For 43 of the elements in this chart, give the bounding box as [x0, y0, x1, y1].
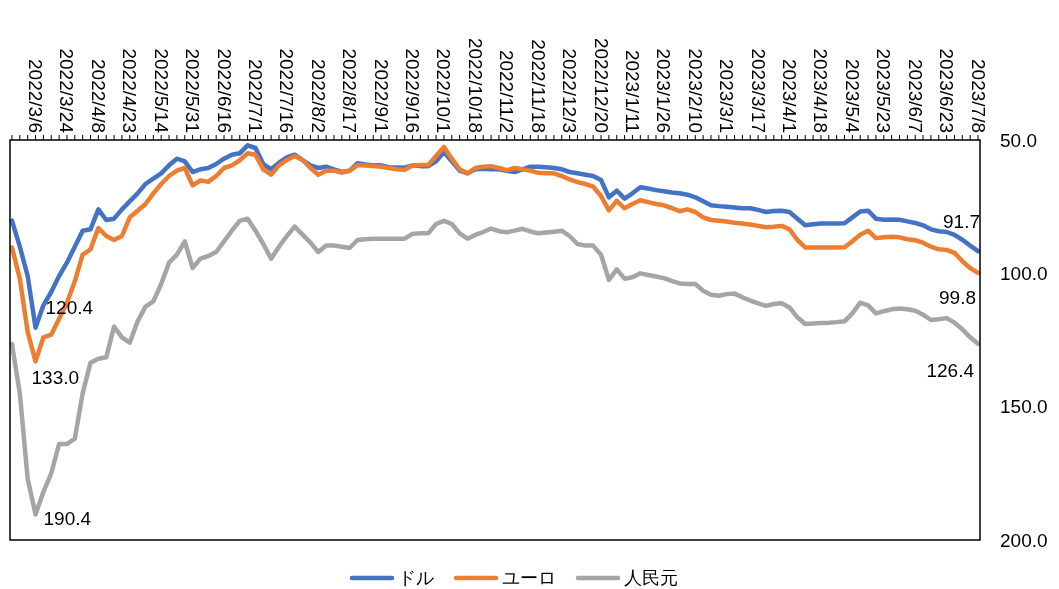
x-tick-label: 2022/3/6 — [25, 59, 47, 133]
x-tick-label: 2023/2/10 — [684, 48, 706, 133]
x-tick-label: 2022/5/14 — [150, 48, 172, 134]
x-tick-label: 2022/10/18 — [464, 37, 486, 133]
x-tick-label: 2023/7/8 — [967, 59, 989, 133]
x-tick-label: 2022/6/16 — [213, 48, 235, 133]
x-tick-label: 2023/4/1 — [779, 59, 801, 133]
x-tick-label: 2022/9/1 — [370, 59, 392, 133]
x-tick-label: 2023/5/23 — [873, 48, 895, 133]
legend-label: ドル — [398, 568, 434, 588]
y-tick-label: 50.0 — [1000, 129, 1037, 151]
annotation: 190.4 — [43, 507, 92, 529]
y-tick-label: 100.0 — [1000, 262, 1048, 284]
x-tick-label: 2022/9/16 — [402, 48, 424, 133]
x-tick-label: 2023/3/1 — [716, 59, 738, 133]
x-tick-label: 2022/12/20 — [590, 37, 612, 133]
annotation: 91.7 — [943, 210, 981, 232]
annotation: 99.8 — [939, 287, 977, 309]
x-tick-label: 2022/10/1 — [433, 48, 455, 133]
x-tick-label: 2023/3/17 — [747, 48, 769, 133]
x-tick-label: 2022/7/16 — [276, 48, 298, 133]
x-tick-label: 2022/8/2 — [307, 59, 329, 133]
legend-label: ユーロ — [502, 568, 556, 588]
x-tick-label: 2023/6/7 — [904, 59, 926, 133]
x-tick-label: 2023/1/26 — [653, 48, 675, 133]
legend-label: 人民元 — [624, 568, 678, 588]
x-tick-label: 2022/7/1 — [244, 59, 266, 133]
x-tick-label: 2023/4/18 — [810, 48, 832, 133]
x-tick-label: 2022/12/3 — [559, 48, 581, 133]
x-tick-label: 2023/5/4 — [841, 59, 863, 134]
x-tick-label: 2022/4/8 — [87, 59, 109, 133]
annotation: 126.4 — [926, 360, 975, 382]
x-tick-label: 2022/11/2 — [496, 49, 518, 133]
x-tick-label: 2023/6/23 — [936, 48, 958, 133]
x-tick-label: 2023/1/11 — [621, 49, 643, 133]
x-tick-label: 2022/8/17 — [339, 48, 361, 133]
y-tick-label: 200.0 — [1000, 529, 1048, 551]
x-tick-label: 2022/5/31 — [182, 48, 204, 133]
x-tick-label: 2022/4/23 — [119, 48, 141, 133]
x-tick-label: 2022/11/18 — [527, 39, 549, 133]
y-tick-label: 150.0 — [1000, 396, 1048, 418]
annotation: 133.0 — [31, 366, 80, 388]
x-tick-label: 2022/3/24 — [56, 48, 78, 134]
